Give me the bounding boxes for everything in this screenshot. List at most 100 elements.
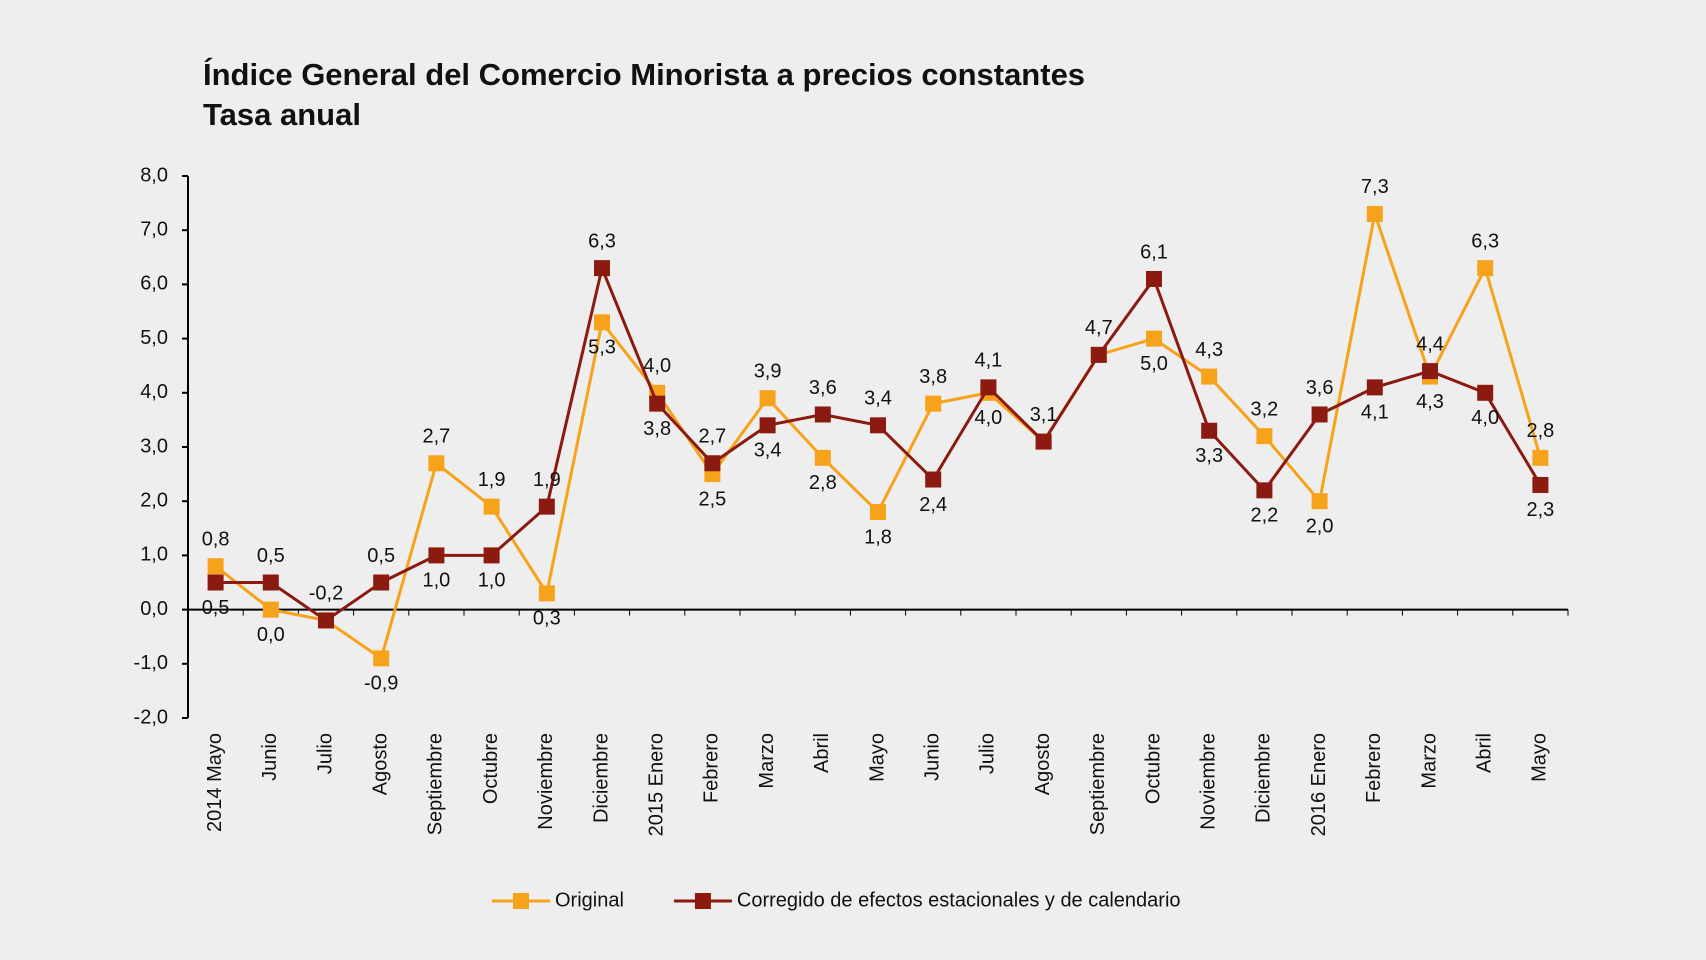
- x-tick-label: Diciembre: [1253, 733, 1275, 823]
- data-label: 7,3: [1361, 176, 1389, 198]
- y-tick-label: 0,0: [140, 598, 168, 620]
- data-label: 4,4: [1416, 333, 1444, 355]
- marker: [870, 504, 886, 521]
- x-tick-label: Julio: [314, 733, 336, 774]
- data-label: 1,0: [478, 570, 506, 592]
- data-label: 4,1: [1361, 402, 1389, 424]
- data-label: 3,4: [754, 440, 782, 462]
- x-tick-label: Marzo: [756, 733, 778, 789]
- x-tick-label: Diciembre: [590, 733, 612, 823]
- marker: [1256, 482, 1273, 499]
- marker: [1146, 270, 1162, 287]
- marker: [759, 417, 776, 434]
- x-tick-label: Junio: [921, 733, 943, 781]
- y-tick-label: 3,0: [140, 435, 168, 457]
- data-label: 0,8: [202, 529, 230, 551]
- y-tick-label: -2,0: [134, 706, 168, 728]
- marker: [483, 498, 500, 515]
- data-label: 3,6: [1306, 377, 1334, 399]
- x-tick-label: Febrero: [701, 733, 723, 803]
- data-label: 2,5: [698, 488, 726, 510]
- x-tick-label: Marzo: [1418, 733, 1440, 789]
- marker: [814, 406, 831, 423]
- y-tick-label: -1,0: [134, 652, 168, 674]
- x-tick-label: Agosto: [369, 733, 391, 795]
- data-label: 0,5: [257, 545, 285, 567]
- marker: [870, 417, 886, 434]
- marker: [1311, 493, 1328, 510]
- legend-label: Original: [555, 889, 624, 911]
- data-label: 0,0: [257, 624, 285, 646]
- data-label: 2,2: [1250, 505, 1278, 527]
- x-tick-label: Septiembre: [425, 733, 447, 835]
- marker: [538, 585, 555, 602]
- data-label: 6,3: [1471, 230, 1499, 252]
- x-tick-label: Julio: [977, 733, 999, 774]
- data-label: 0,5: [202, 597, 230, 619]
- data-label: 0,3: [533, 608, 561, 630]
- data-label: 3,9: [754, 361, 782, 383]
- marker: [1201, 422, 1218, 439]
- marker: [1532, 476, 1549, 493]
- x-tick-label: Agosto: [1032, 733, 1054, 795]
- marker: [1366, 379, 1383, 396]
- data-label: 5,3: [588, 337, 616, 359]
- marker: [428, 455, 445, 472]
- data-label: 4,0: [643, 355, 671, 377]
- data-label: 2,4: [919, 494, 947, 516]
- data-label: 4,3: [1195, 339, 1223, 361]
- marker: [1311, 406, 1328, 423]
- data-label: 6,1: [1140, 241, 1168, 263]
- data-label: 3,6: [809, 377, 837, 399]
- x-tick-label: Octubre: [480, 733, 502, 804]
- marker: [759, 390, 776, 407]
- series-line: [214, 208, 1542, 661]
- x-tick-label: Mayo: [866, 733, 888, 782]
- y-tick-label: 4,0: [140, 381, 168, 403]
- marker: [925, 395, 942, 412]
- data-label: 2,3: [1526, 499, 1554, 521]
- data-label: 4,0: [1471, 407, 1499, 429]
- x-tick-label: Abril: [811, 733, 833, 773]
- marker: [1035, 433, 1052, 450]
- data-label: 2,7: [422, 426, 450, 448]
- x-tick-label: Noviembre: [1197, 733, 1219, 830]
- y-tick-label: 5,0: [140, 327, 168, 349]
- data-label: 1,8: [864, 526, 892, 548]
- x-tick-label: Abril: [1473, 733, 1495, 773]
- data-label: 1,0: [422, 570, 450, 592]
- data-label: 2,8: [809, 472, 837, 494]
- marker: [1532, 449, 1549, 466]
- data-label: 1,9: [478, 469, 506, 491]
- marker: [318, 612, 334, 629]
- chart-title: Índice General del Comercio Minorista a …: [203, 57, 1085, 92]
- y-tick-label: 1,0: [140, 544, 168, 566]
- data-label: 4,1: [974, 350, 1002, 372]
- marker: [483, 547, 500, 564]
- data-label: 2,8: [1526, 420, 1554, 442]
- marker: [207, 574, 224, 591]
- marker: [594, 314, 610, 331]
- marker: [1366, 205, 1383, 222]
- x-tick-label: Noviembre: [535, 733, 557, 830]
- marker: [1256, 428, 1273, 445]
- marker: [373, 574, 390, 591]
- marker: [428, 547, 445, 564]
- marker: [373, 650, 390, 667]
- x-tick-label: Junio: [259, 733, 281, 781]
- data-label: 4,7: [1085, 317, 1113, 339]
- marker: [262, 574, 279, 591]
- series-line: [215, 263, 1542, 623]
- marker: [1477, 384, 1494, 401]
- x-tick-label: Febrero: [1363, 733, 1385, 803]
- data-label: 4,0: [974, 407, 1002, 429]
- marker: [594, 260, 610, 277]
- marker: [649, 395, 666, 412]
- marker: [207, 558, 224, 575]
- marker: [925, 471, 942, 488]
- data-label: 1,9: [533, 469, 561, 491]
- data-label: -0,2: [309, 583, 343, 605]
- data-label: 5,0: [1140, 353, 1168, 375]
- chart-subtitle: Tasa anual: [203, 97, 361, 132]
